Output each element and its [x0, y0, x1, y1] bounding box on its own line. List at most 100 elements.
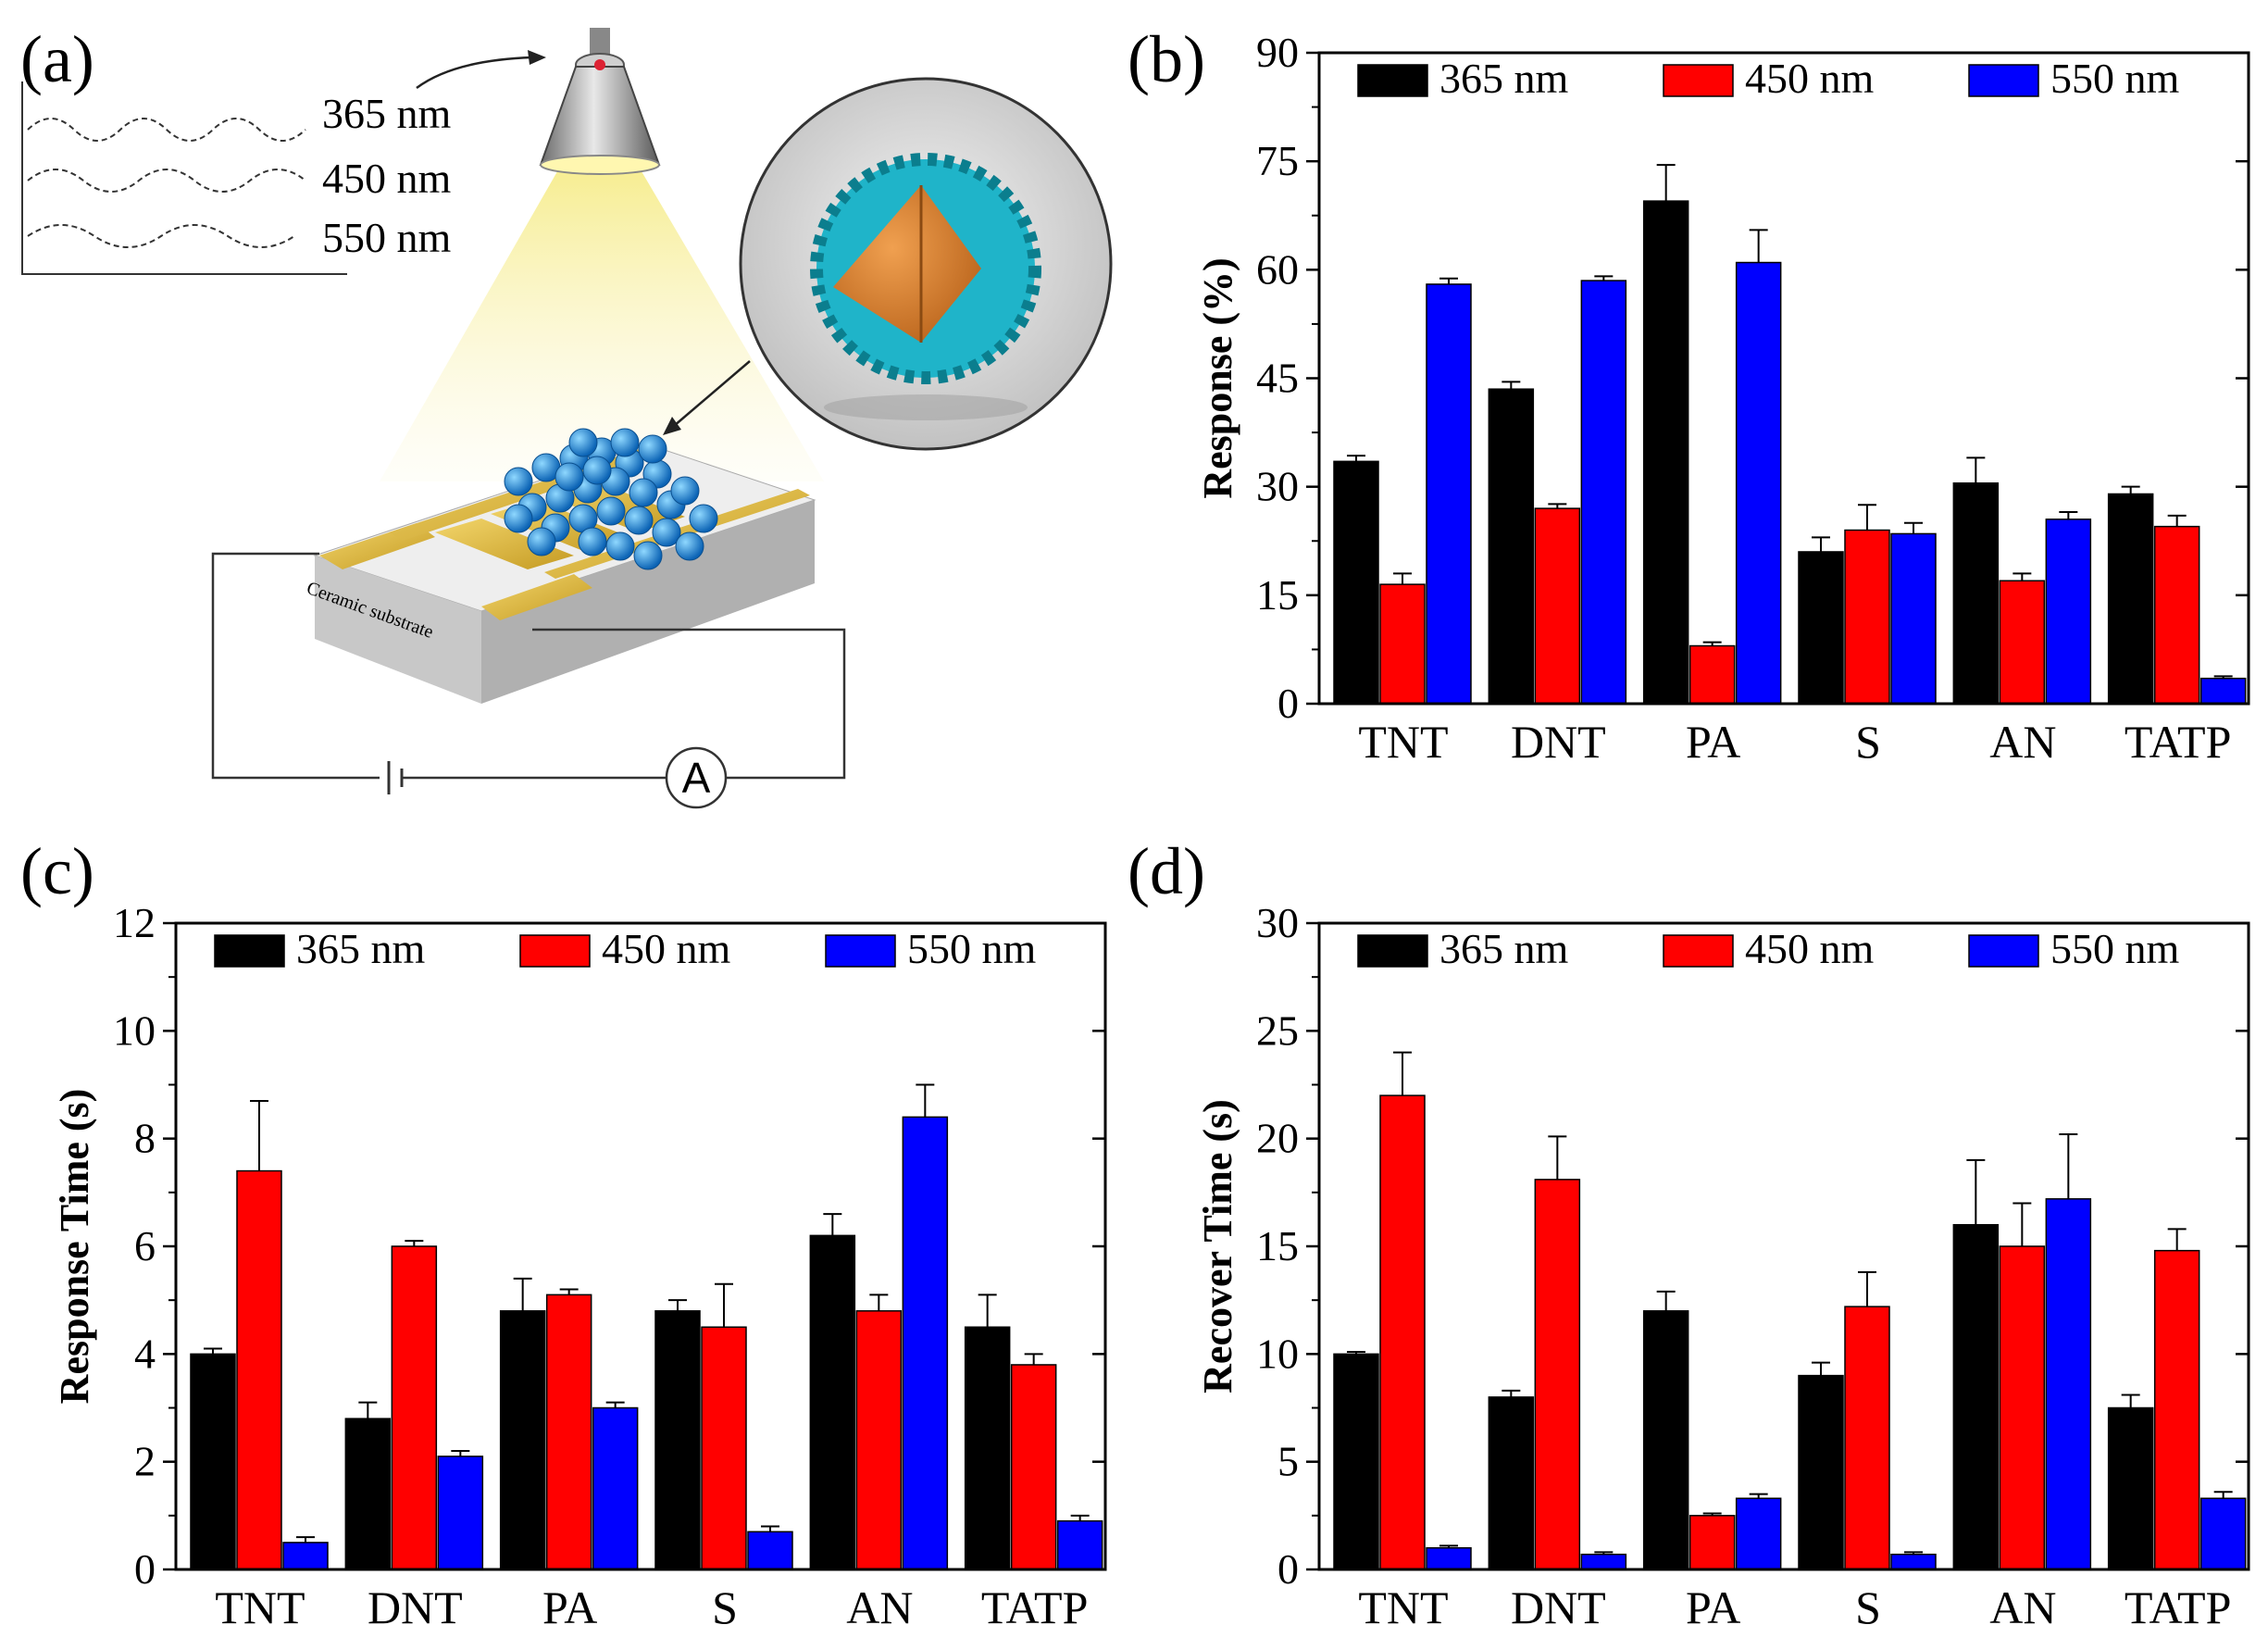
- x-category-label: AN: [1989, 1581, 2056, 1633]
- wavelength-label-365: 365 nm: [322, 90, 452, 137]
- x-category-label: TATP: [2125, 716, 2231, 768]
- wavelength-label-550: 550 nm: [322, 214, 452, 261]
- hollow-sphere-texture: [810, 153, 1041, 384]
- y-tick-label: 30: [1256, 899, 1299, 946]
- bar-tnt-450nm: [236, 1169, 282, 1570]
- y-tick-label: 5: [1277, 1438, 1299, 1485]
- bar-dnt-365nm: [344, 1418, 392, 1570]
- bar-s-550nm: [747, 1531, 793, 1570]
- wave-450: [27, 169, 306, 193]
- bar-tatp-550nm: [2199, 677, 2247, 705]
- bar-pa-550nm: [1735, 261, 1782, 705]
- legend-swatch: [825, 934, 896, 968]
- nanosphere-particle: [578, 527, 607, 556]
- lamp-stem: [590, 28, 610, 56]
- bar-dnt-450nm: [1534, 507, 1581, 705]
- nanosphere-particle: [652, 518, 681, 547]
- chart-recover-time: (d) 0 5 10 15 20 25 30 Recover Time (s) TNT DNT PA S…: [1128, 834, 2250, 1633]
- arrow-to-particles-head: [663, 417, 681, 435]
- bar-pa-365nm: [1642, 1310, 1689, 1570]
- x-category-label: AN: [1989, 716, 2056, 768]
- legend-swatch: [1663, 64, 1734, 97]
- bar-an-365nm: [1952, 1223, 2000, 1570]
- x-category-label: TNT: [1358, 1581, 1448, 1633]
- bar-tnt-450nm: [1379, 1094, 1426, 1570]
- light-beam: [380, 167, 824, 481]
- wave-550: [27, 224, 295, 248]
- x-category-label: AN: [846, 1581, 913, 1633]
- x-category-label: PA: [1686, 1581, 1740, 1633]
- bar-dnt-365nm: [1488, 388, 1535, 705]
- x-category-label: DNT: [1511, 1581, 1606, 1633]
- nanosphere-particle: [689, 504, 718, 533]
- bar-an-450nm: [855, 1310, 903, 1570]
- y-tick-label: 8: [134, 1115, 156, 1162]
- lamp-bulb-opening: [540, 155, 660, 175]
- substrate-side: [481, 500, 815, 704]
- y-tick-label: 0: [1277, 680, 1299, 727]
- bar-an-365nm: [809, 1234, 856, 1570]
- bar-dnt-450nm: [1534, 1179, 1581, 1570]
- legend-swatch: [214, 934, 285, 968]
- nanosphere-particle: [638, 434, 667, 464]
- bar-s-550nm: [1890, 1553, 1937, 1570]
- y-tick-label: 15: [1256, 1222, 1299, 1269]
- bar-tatp-450nm: [2153, 525, 2200, 705]
- bar-tnt-365nm: [1333, 460, 1379, 705]
- bar-an-550nm: [2045, 1198, 2092, 1570]
- bar-pa-450nm: [545, 1294, 592, 1570]
- plot-frame: [174, 921, 1107, 1571]
- x-category-label: DNT: [368, 1581, 463, 1633]
- panel-label: (b): [1128, 22, 1205, 96]
- arrow-to-lamp-head: [528, 50, 546, 65]
- legend-swatch: [1357, 64, 1428, 97]
- legend-label: 550 nm: [907, 925, 1037, 972]
- nanosphere-particle: [633, 541, 663, 570]
- chart-response: (b) 0 15 30 45 60 75 90 Response (%) TNT DNT PA S AN T…: [1128, 22, 2250, 768]
- nanosphere-particle: [504, 504, 533, 533]
- bar-s-450nm: [1844, 1306, 1890, 1570]
- bar-pa-365nm: [1642, 200, 1689, 705]
- bar-tatp-450nm: [2153, 1249, 2200, 1570]
- arrow-to-lamp: [416, 56, 533, 90]
- substrate-front: [315, 556, 481, 704]
- bar-tnt-550nm: [1426, 1546, 1472, 1570]
- wave-365: [27, 118, 306, 142]
- circuit-wire-right: [532, 628, 846, 780]
- nanosphere-particle: [675, 531, 704, 561]
- nanosphere-particle: [504, 467, 533, 496]
- plot-frame: [1317, 921, 2250, 1571]
- y-tick-label: 0: [134, 1545, 156, 1593]
- y-axis-title: Response Time (s): [52, 1089, 97, 1405]
- y-tick-label: 60: [1256, 245, 1299, 293]
- bar-an-450nm: [1999, 1245, 2046, 1570]
- y-tick-label: 30: [1256, 463, 1299, 510]
- legend-swatch: [1663, 934, 1734, 968]
- bar-pa-365nm: [499, 1310, 546, 1570]
- wavelength-label-450: 450 nm: [322, 155, 452, 202]
- bar-tnt-450nm: [1379, 583, 1426, 705]
- bar-s-450nm: [1844, 529, 1890, 705]
- nanosphere-particles: [504, 428, 718, 570]
- nanosphere-particle: [596, 496, 626, 526]
- panel-a-schematic: (a) 365 nm 450 nm 550 nm Ce: [20, 22, 1113, 809]
- nanosphere-particle: [670, 476, 700, 506]
- nanosphere-particle: [555, 462, 584, 492]
- x-category-label: S: [1855, 716, 1881, 768]
- legend-label: 550 nm: [2050, 925, 2180, 972]
- bar-pa-550nm: [1735, 1497, 1782, 1570]
- x-category-label: TNT: [215, 1581, 305, 1633]
- bar-s-365nm: [1798, 551, 1844, 705]
- y-tick-label: 2: [134, 1438, 156, 1485]
- bar-pa-450nm: [1689, 644, 1736, 705]
- bar-dnt-550nm: [1580, 280, 1627, 705]
- bar-tnt-365nm: [190, 1353, 236, 1570]
- bar-s-365nm: [1798, 1374, 1844, 1570]
- panel-label: (d): [1128, 834, 1205, 908]
- circuit-wire-left: [211, 552, 380, 780]
- bar-s-450nm: [701, 1326, 747, 1570]
- y-tick-label: 90: [1256, 29, 1299, 76]
- x-category-label: PA: [1686, 716, 1740, 768]
- bar-s-365nm: [654, 1310, 701, 1570]
